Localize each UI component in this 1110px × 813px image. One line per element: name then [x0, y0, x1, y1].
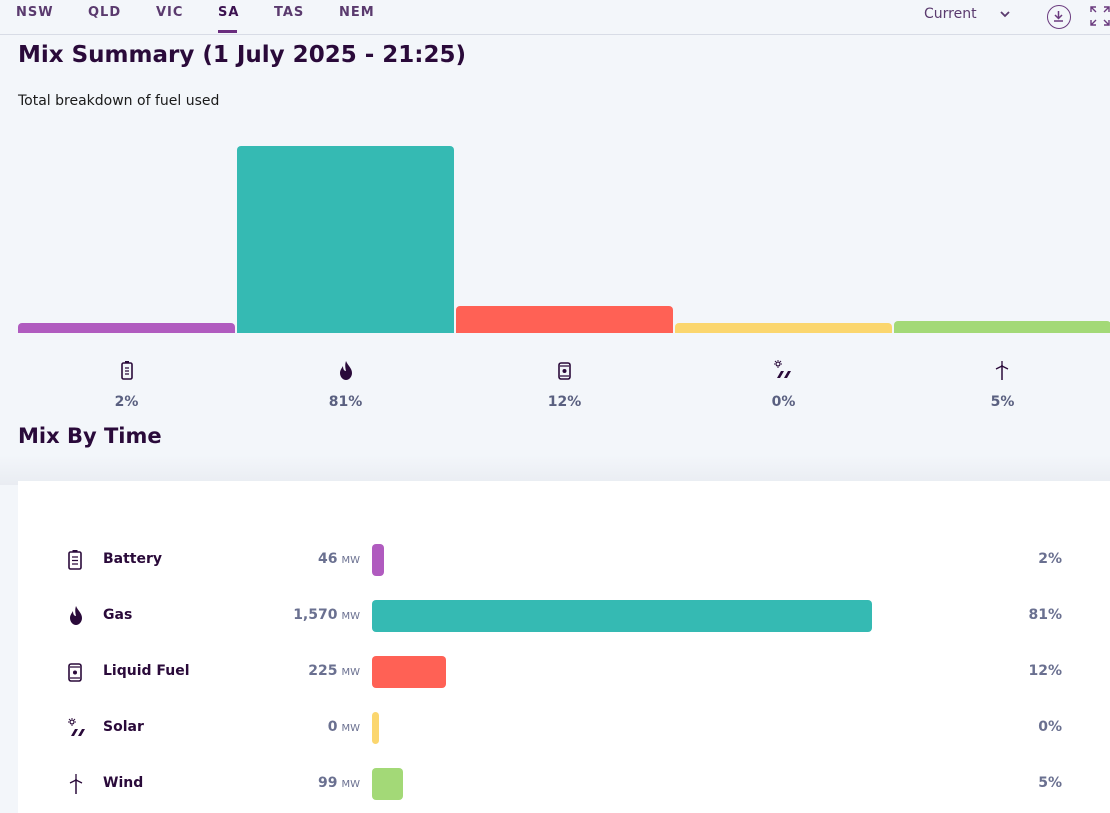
summary-col-gas: 81%	[237, 360, 454, 410]
section-divider	[0, 455, 1110, 485]
fuel-bar-gas	[372, 600, 872, 632]
chevron-down-icon[interactable]	[1000, 4, 1010, 24]
wind-turbine-icon	[894, 360, 1110, 382]
fuel-pct: 5%	[1038, 775, 1062, 791]
fuel-row-wind: Wind 99 MW 5%	[18, 768, 1110, 800]
mix-by-time-title: Mix By Time	[18, 424, 162, 448]
fuel-mw: 46 MW	[318, 551, 360, 567]
summary-pct-solar: 0%	[771, 394, 796, 410]
fuel-pct: 2%	[1038, 551, 1062, 567]
tab-tas[interactable]: TAS	[274, 5, 305, 20]
mix-by-time-panel: Battery 46 MW 2% Gas 1,570 MW 81% Liquid F…	[18, 481, 1110, 813]
fuel-row-liquid-fuel: Liquid Fuel 225 MW 12%	[18, 656, 1110, 688]
fuel-mw: 99 MW	[318, 775, 360, 791]
fuel-pct: 12%	[1028, 663, 1062, 679]
fuel-can-icon	[68, 662, 88, 684]
region-tabs: NSW QLD VIC SA TAS NEM Current	[0, 0, 1110, 35]
summary-subtitle: Total breakdown of fuel used	[18, 93, 220, 109]
fuel-bar-liquid-fuel	[372, 656, 446, 688]
summary-bar-gas	[237, 146, 454, 333]
battery-icon	[18, 360, 235, 382]
fuel-name: Gas	[103, 607, 133, 623]
solar-icon	[68, 718, 88, 740]
summary-col-battery: 2%	[18, 360, 235, 410]
solar-icon	[675, 360, 892, 382]
summary-bar-wind	[894, 321, 1110, 333]
fuel-row-battery: Battery 46 MW 2%	[18, 544, 1110, 576]
fuel-bar-wind	[372, 768, 403, 800]
fuel-pct: 0%	[1038, 719, 1062, 735]
battery-icon	[68, 550, 88, 572]
summary-pct-battery: 2%	[114, 394, 139, 410]
fuel-pct: 81%	[1028, 607, 1062, 623]
wind-turbine-icon	[68, 774, 88, 796]
summary-bar-solar	[675, 323, 892, 333]
tab-qld[interactable]: QLD	[88, 5, 122, 20]
download-icon[interactable]	[1047, 5, 1071, 29]
fuel-bar-battery	[372, 544, 384, 576]
fuel-name: Battery	[103, 551, 163, 567]
fuel-bar-solar	[372, 712, 379, 744]
summary-pct-wind: 5%	[990, 394, 1015, 410]
fuel-mw: 0 MW	[327, 719, 360, 735]
summary-col-wind: 5%	[894, 360, 1110, 410]
summary-pct-liquid-fuel: 12%	[547, 394, 582, 410]
fuel-name: Wind	[103, 775, 144, 791]
fuel-mw: 225 MW	[308, 663, 360, 679]
summary-bar-liquid-fuel	[456, 306, 673, 333]
fuel-name: Liquid Fuel	[103, 663, 190, 679]
summary-pct-gas: 81%	[328, 394, 363, 410]
fuel-can-icon	[456, 360, 673, 382]
fuel-summary-chart	[18, 130, 1110, 333]
tab-vic[interactable]: VIC	[156, 5, 184, 20]
page-title: Mix Summary (1 July 2025 - 21:25)	[18, 42, 466, 68]
summary-col-solar: 0%	[675, 360, 892, 410]
tab-nem[interactable]: NEM	[339, 5, 375, 20]
fuel-name: Solar	[103, 719, 144, 735]
fuel-mw: 1,570 MW	[293, 607, 360, 623]
summary-bar-battery	[18, 323, 235, 333]
fullscreen-icon[interactable]	[1090, 5, 1110, 27]
tab-nsw[interactable]: NSW	[16, 5, 54, 20]
tab-sa[interactable]: SA	[218, 5, 240, 33]
summary-col-liquid-fuel: 12%	[456, 360, 673, 410]
fuel-row-gas: Gas 1,570 MW 81%	[18, 600, 1110, 632]
fuel-row-solar: Solar 0 MW 0%	[18, 712, 1110, 744]
period-select[interactable]: Current	[924, 6, 977, 22]
flame-icon	[68, 606, 88, 628]
flame-icon	[237, 360, 454, 382]
